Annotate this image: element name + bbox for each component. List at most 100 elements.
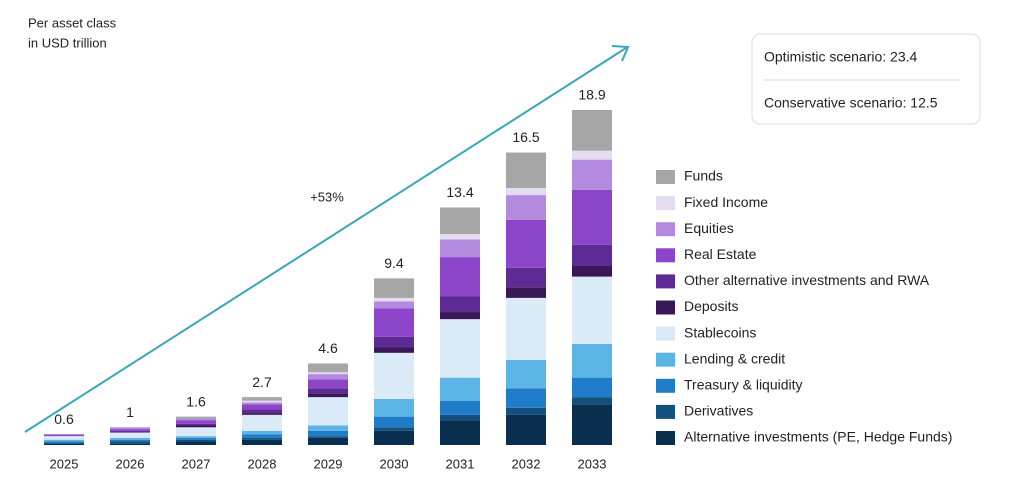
bar-segment <box>308 372 348 375</box>
arrow-head <box>611 45 630 62</box>
bar-segment <box>242 397 282 401</box>
bar-segment <box>440 234 480 240</box>
total-label: 13.4 <box>446 184 473 200</box>
x-tick-label: 2033 <box>578 456 607 471</box>
bar-segment <box>440 420 480 445</box>
bar-segment <box>506 388 546 408</box>
bar-segment <box>308 397 348 426</box>
bar-segment <box>572 265 612 277</box>
bar-segment <box>110 437 150 440</box>
bar-segment <box>506 414 546 445</box>
bar-segment <box>572 244 612 266</box>
bar-segment <box>374 301 414 309</box>
bar-segment <box>440 207 480 235</box>
bar-segment <box>176 427 216 437</box>
x-tick-label: 2025 <box>50 456 79 471</box>
bar-segment <box>572 404 612 445</box>
bar-segment <box>44 441 84 444</box>
bar-segment <box>242 439 282 445</box>
bar-segment <box>506 359 546 389</box>
bar-segment <box>176 420 216 424</box>
x-tick-label: 2030 <box>380 456 409 471</box>
bar-segment <box>374 427 414 431</box>
bar-segment <box>44 443 84 445</box>
legend-label: Lending & credit <box>684 350 785 366</box>
bar-segment <box>440 319 480 378</box>
bar-segment <box>110 443 150 445</box>
scenario-box <box>751 33 981 125</box>
bar-segment <box>176 437 216 440</box>
bar-segment <box>374 430 414 445</box>
total-label: 1 <box>126 404 134 420</box>
x-tick-label: 2027 <box>182 456 211 471</box>
bar-segment <box>176 423 216 426</box>
bar-segment <box>176 425 216 428</box>
x-tick-label: 2029 <box>314 456 343 471</box>
bar-segment <box>572 150 612 160</box>
bar-segment <box>506 287 546 298</box>
bar-segment <box>506 187 546 196</box>
bar-segment <box>308 393 348 398</box>
bar-segment <box>308 363 348 373</box>
bar-segment <box>308 374 348 380</box>
bar-segment <box>440 239 480 258</box>
bar-segment <box>176 441 216 445</box>
bar-segment <box>440 312 480 320</box>
bar-segment <box>374 308 414 337</box>
bar-segment <box>242 414 282 431</box>
bar-segment <box>242 430 282 435</box>
bar-segment <box>44 436 84 440</box>
total-label: 18.9 <box>578 87 605 103</box>
subtitle: Per asset class <box>28 15 117 30</box>
bar-segment <box>572 189 612 245</box>
bar-segment <box>110 432 150 438</box>
legend-label: Derivatives <box>684 403 753 419</box>
bar-segment <box>572 397 612 405</box>
bar-segment <box>374 352 414 399</box>
bar-segment <box>176 418 216 421</box>
legend-label: Treasury & liquidity <box>684 377 803 393</box>
bar-segment <box>242 413 282 415</box>
legend-swatch <box>656 196 675 211</box>
bar-segment <box>44 439 84 442</box>
x-tick-label: 2028 <box>248 456 277 471</box>
scenario-text: Conservative scenario: 12.5 <box>764 95 938 111</box>
scenario-text: Optimistic scenario: 23.4 <box>764 49 917 65</box>
total-label: 1.6 <box>186 393 206 409</box>
x-tick-label: 2031 <box>446 456 475 471</box>
bar-segment <box>572 343 612 378</box>
bar-segment <box>308 430 348 437</box>
bar-segment <box>440 296 480 313</box>
bar-segment <box>374 416 414 428</box>
bar-segment <box>374 297 414 302</box>
legend-swatch <box>656 404 675 419</box>
bar-segment <box>242 437 282 440</box>
total-label: 16.5 <box>512 129 539 145</box>
bar-segment <box>572 276 612 344</box>
legend-swatch <box>656 326 675 341</box>
bar-segment <box>242 402 282 405</box>
subtitle: in USD trillion <box>28 35 107 50</box>
legend-label: Alternative investments (PE, Hedge Funds… <box>684 429 952 445</box>
bar-segment <box>506 267 546 288</box>
bar-segment <box>110 427 150 430</box>
bar-segment <box>374 398 414 417</box>
x-tick-label: 2026 <box>116 456 145 471</box>
bar-segment <box>572 110 612 151</box>
growth-arrow <box>24 47 627 433</box>
growth-annotation: +53% <box>310 189 344 204</box>
total-label: 0.6 <box>54 411 74 427</box>
bar-segment <box>308 425 348 431</box>
bar-segment <box>110 439 150 442</box>
total-label: 2.7 <box>252 374 272 390</box>
bar-segment <box>242 434 282 438</box>
bar-segment <box>506 152 546 188</box>
legend-label: Deposits <box>684 298 738 314</box>
bar-segment <box>308 437 348 445</box>
bar-segment <box>44 434 84 437</box>
bar-segment <box>176 439 216 442</box>
bar-segment <box>374 347 414 353</box>
bar-segment <box>440 414 480 421</box>
legend-label: Stablecoins <box>684 324 756 340</box>
